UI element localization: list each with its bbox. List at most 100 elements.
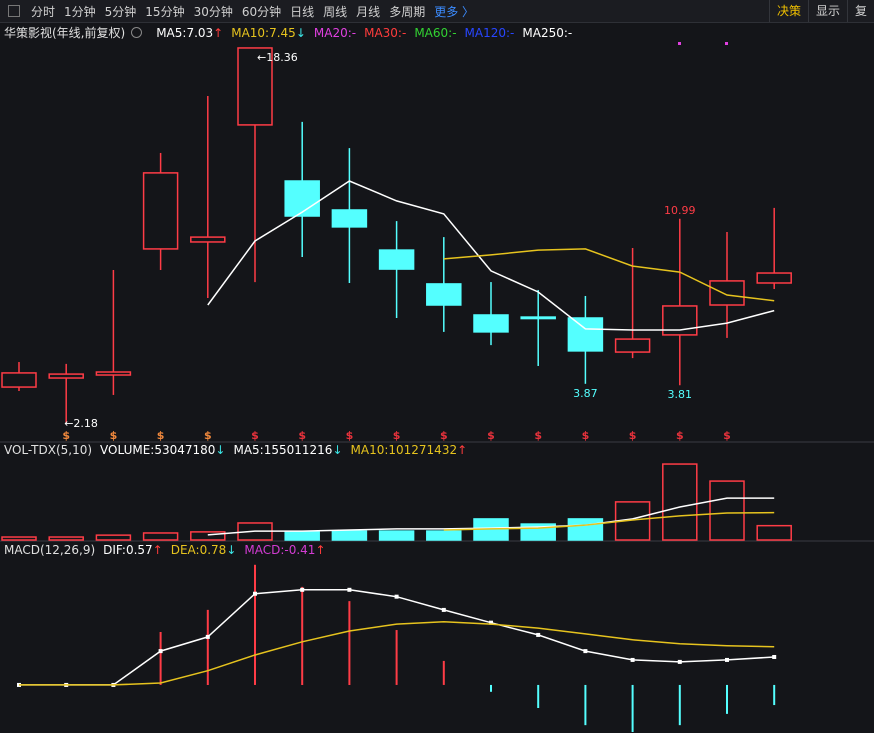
candle-body [331,209,368,228]
indicator-dot [678,42,681,45]
legend-arrow: ↑ [457,443,468,457]
line-point [630,657,635,662]
signal-marker: $ [440,429,448,442]
candle-body [756,272,792,284]
candle-body [142,172,179,250]
toolbar: 分时 1分钟 5分钟 15分钟 30分钟 60分钟 日线 周线 月线 多周期 更多 〉 决策 显示复 [0,0,874,23]
signal-marker: $ [204,429,212,442]
period-tab[interactable]: 多周期 [389,4,426,19]
legend-arrow: ↑ [152,543,163,557]
period-tab[interactable]: 5分钟 [104,4,137,19]
signal-marker: $ [723,429,731,442]
action-button[interactable]: 显示 [807,0,847,22]
legend-arrow: ↓ [226,543,237,557]
volume-bar [48,536,84,541]
legend-value: - [452,25,457,40]
candle-body [284,180,320,217]
legend-value: 0.78 [199,543,227,557]
candle-body [48,373,84,379]
legend-value: - [351,25,357,40]
menu-icon[interactable] [8,5,20,17]
period-tab[interactable]: 30分钟 [193,4,233,19]
legend-label: MA60: [414,25,453,40]
signal-marker: $ [110,429,118,442]
volume-bar [95,534,132,541]
legend-value: 101271432 [388,443,458,457]
signal-marker: $ [676,429,684,442]
legend-arrow: ↓ [215,443,226,457]
legend-value: 7.03 [186,25,214,40]
legend-label: MA10: [231,25,270,40]
action-button[interactable]: 决策 [768,0,808,22]
indicator-line [207,180,775,331]
more-button[interactable]: 更多 〉 [434,4,475,19]
volume-bar [378,530,415,541]
legend-label: MA5: [233,443,264,457]
legend-label: MA30: [364,25,402,40]
indicator-line [443,511,775,531]
settings-icon[interactable] [131,27,143,38]
line-point [441,607,446,612]
period-tab[interactable]: 15分钟 [145,4,185,19]
volume-bar [567,518,604,541]
signal-marker: $ [629,429,637,442]
low-label: 3.81 [668,388,693,401]
legend-label: DIF: [103,543,126,557]
legend-label: DEA: [170,543,200,557]
legend-value: - [401,25,407,40]
legend-value: 0.57 [125,543,153,557]
legend-value: 155011216 [263,443,333,457]
signal-marker: $ [582,429,590,442]
line-point [300,587,305,592]
volume-bar [756,524,792,541]
volume-legend: VOL-TDX(5,10) VOLUME: 53047180 ↓ MA5: 1550112… [4,443,467,457]
line-point [536,632,541,637]
candle-body [567,317,604,352]
legend-label: MA5: [156,25,187,40]
line-point [394,594,399,599]
period-tab[interactable]: 分时 [31,4,56,19]
indicator-dot [725,42,728,45]
candle-body [237,47,273,126]
signal-marker: $ [534,429,542,442]
legend-label: MA10: [350,443,389,457]
candle-body [520,316,556,320]
period-tab[interactable]: 月线 [356,4,381,19]
period-tab[interactable]: 1分钟 [64,4,96,19]
volume-bar [662,463,698,541]
macd-legend: MACD(12,26,9) DIF: 0.57 ↑ DEA: 0.78 ↓ MACD: -0.4… [4,543,326,557]
legend-value: 53047180 [154,443,216,457]
legend-arrow: ↓ [332,443,343,457]
legend-value: - [567,25,573,40]
volume-bar [1,536,37,541]
period-tabs: 分时 1分钟 5分钟 15分钟 30分钟 60分钟 日线 周线 月线 多周期 更多 〉 [0,3,474,20]
legend-label: MA120: [464,25,511,40]
volume-bar [426,530,462,541]
period-tab[interactable]: 60分钟 [241,4,282,19]
legend-arrow: ↑ [315,543,326,557]
high-label: 10.99 [664,204,696,217]
low-label: 3.87 [573,387,598,400]
action-button[interactable]: 复 [846,0,874,22]
candle-body [190,236,226,243]
legend-label: MA20: [313,25,352,40]
candle-body [378,249,415,270]
line-point [205,634,210,639]
signal-marker: $ [346,429,354,442]
line-point [725,657,729,662]
legend-arrow: ↑ [213,25,224,40]
high-label: ←18.36 [257,51,298,64]
volume-bar [190,531,226,541]
candle-body [473,314,509,333]
legend-title: VOL-TDX(5,10) [4,443,93,457]
period-tab[interactable]: 日线 [290,4,315,19]
legend-label: MA250: [522,25,568,40]
signal-marker: $ [62,429,70,442]
legend-value: -0.41 [284,543,316,557]
low-label: ←2.18 [64,417,98,430]
toolbar-actions: 决策 显示复 [768,0,874,22]
legend-title: 华策影视(年线,前复权) [4,26,126,40]
period-tab[interactable]: 周线 [323,4,348,19]
